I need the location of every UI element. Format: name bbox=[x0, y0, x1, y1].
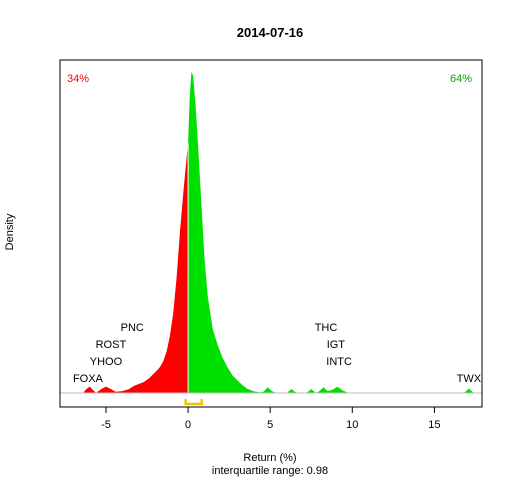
outlier-label: ROST bbox=[96, 339, 127, 351]
positive-returns-area bbox=[188, 72, 474, 393]
negative-returns-area bbox=[73, 142, 189, 393]
x-tick-label: 10 bbox=[346, 419, 358, 431]
outlier-label: THC bbox=[315, 322, 338, 334]
chart-title: 2014-07-16 bbox=[237, 25, 304, 40]
x-tick-label: 5 bbox=[267, 419, 273, 431]
iqr-bracket bbox=[184, 399, 203, 406]
outlier-label: PNC bbox=[121, 322, 144, 334]
y-axis-label: Density bbox=[4, 213, 16, 250]
positive-share-label: 64% bbox=[450, 73, 472, 85]
outlier-label: IGT bbox=[327, 339, 346, 351]
outlier-label: TWX bbox=[457, 373, 482, 385]
x-tick-label: 15 bbox=[428, 419, 440, 431]
x-tick-label: -5 bbox=[101, 419, 111, 431]
x-axis-label: Return (%) bbox=[243, 452, 296, 464]
outlier-label: YHOO bbox=[90, 356, 123, 368]
iqr-subtitle: interquartile range: 0.98 bbox=[212, 465, 328, 477]
negative-share-label: 34% bbox=[67, 73, 89, 85]
outlier-label: FOXA bbox=[73, 373, 104, 385]
outlier-label: INTC bbox=[326, 356, 352, 368]
x-tick-label: 0 bbox=[185, 419, 191, 431]
plot-frame bbox=[59, 59, 483, 408]
